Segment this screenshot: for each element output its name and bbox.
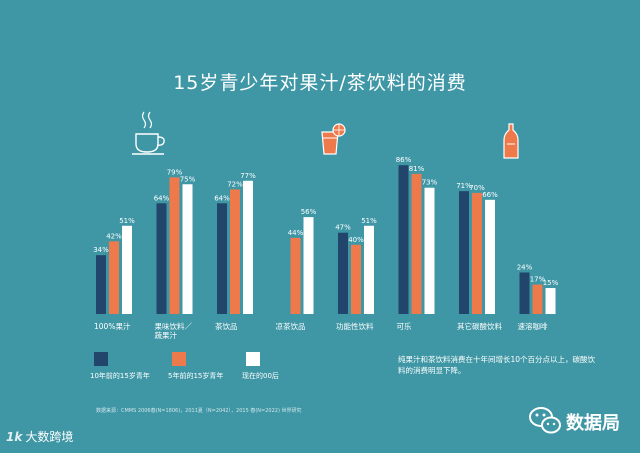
bar-4-2 xyxy=(364,225,374,314)
watermark-right: 数据局 xyxy=(528,403,640,453)
bar-0-1 xyxy=(109,241,119,314)
legend-swatch-0 xyxy=(94,352,108,366)
value-label-1-0: 64% xyxy=(154,194,170,202)
bar-6-2 xyxy=(485,199,495,314)
category-label-1: 果味饮料／蔬果汁 xyxy=(155,321,193,340)
category-label-3: 凉茶饮品 xyxy=(276,321,306,331)
legend-label-1: 5年前的15岁青年 xyxy=(168,371,223,380)
value-label-6-1: 70% xyxy=(469,184,485,192)
category-label-5: 可乐 xyxy=(397,321,412,331)
bar-6-1 xyxy=(472,192,482,314)
category-label-6: 其它碳酸饮料 xyxy=(457,321,502,331)
value-label-4-2: 51% xyxy=(361,217,377,225)
value-label-5-1: 81% xyxy=(409,165,425,173)
bar-7-1 xyxy=(532,284,543,314)
coffee-cup-icon xyxy=(132,111,165,155)
watermark-left: 1k 大数跨境 xyxy=(6,428,73,445)
annotation-note: 纯果汁和茶饮料消费在十年间增长10个百分点以上，碳酸饮料的消费明显下降。 xyxy=(398,355,596,375)
value-label-2-2: 77% xyxy=(240,172,256,180)
bar-5-2 xyxy=(424,187,435,314)
legend-label-2: 现在的00后 xyxy=(242,371,279,380)
bar-1-2 xyxy=(182,184,193,314)
legend: 10年前的15岁青年 5年前的15岁青年 现在的00后 xyxy=(90,352,279,380)
bar-2-1 xyxy=(230,189,240,314)
value-label-6-2: 66% xyxy=(482,191,498,199)
value-label-6-0: 71% xyxy=(456,182,472,190)
bar-4-0 xyxy=(338,232,348,314)
value-label-5-0: 86% xyxy=(396,156,412,164)
bar-1-0 xyxy=(156,203,167,314)
value-label-1-2: 75% xyxy=(180,175,196,183)
bar-0-0 xyxy=(96,255,106,314)
bar-0-2 xyxy=(122,225,132,314)
bars-layer xyxy=(96,165,556,314)
legend-label-0: 10年前的15岁青年 xyxy=(90,371,150,380)
legend-swatch-1 xyxy=(172,352,186,366)
value-label-1-1: 79% xyxy=(167,168,183,176)
category-label-4: 功能性饮料 xyxy=(336,321,374,331)
wechat-icon xyxy=(529,407,561,434)
category-label-7: 速溶咖啡 xyxy=(518,321,548,331)
value-label-4-0: 47% xyxy=(335,224,351,232)
bar-5-0 xyxy=(398,165,409,314)
bar-3-2 xyxy=(303,217,314,314)
category-label-2: 茶饮品 xyxy=(215,321,238,331)
watermark-left-text: 大数跨境 xyxy=(25,430,74,444)
juice-glass-icon xyxy=(321,123,346,155)
bar-5-1 xyxy=(411,173,422,314)
soda-bottle-icon xyxy=(503,123,519,159)
value-labels-layer: 34% 42% 51% 64% 79%75% 64% 72%77% 44% 56% 47% 40% 5… xyxy=(93,156,558,287)
bar-7-0 xyxy=(519,272,530,314)
bar-3-1 xyxy=(290,237,301,314)
value-label-3-1: 44% xyxy=(288,229,304,237)
value-label-4-1: 40% xyxy=(348,236,364,244)
value-label-0-0: 34% xyxy=(93,246,109,254)
watermark-right-text: 数据局 xyxy=(566,413,620,434)
bar-7-2 xyxy=(545,288,556,314)
bar-2-2 xyxy=(243,180,253,314)
value-label-5-2: 73% xyxy=(422,179,438,187)
value-label-2-0: 64% xyxy=(214,194,230,202)
chart-title: 15岁青少年对果汁/茶饮料的消费 xyxy=(173,72,467,94)
value-label-7-1: 17% xyxy=(530,276,546,284)
bar-1-1 xyxy=(169,177,180,314)
value-label-2-1: 72% xyxy=(227,180,243,188)
bar-2-0 xyxy=(217,203,227,314)
value-label-0-2: 51% xyxy=(119,217,135,225)
category-labels-layer: 100%果汁 果味饮料／蔬果汁 茶饮品 凉茶饮品 功能性饮料 可乐 其它碳酸饮料 速溶咖啡 xyxy=(94,321,548,340)
watermark-left-mark: 1k xyxy=(6,430,23,444)
value-label-7-0: 24% xyxy=(517,263,533,271)
source-note: 数据来源：CMMS 2006春(N=1806)，2011夏（N=2042），20… xyxy=(96,408,302,414)
category-label-0: 100%果汁 xyxy=(94,321,131,331)
legend-swatch-2 xyxy=(246,352,260,366)
value-label-0-1: 42% xyxy=(106,232,122,240)
value-label-7-2: 15% xyxy=(543,279,559,287)
bar-4-1 xyxy=(351,244,361,314)
value-label-3-2: 56% xyxy=(301,208,317,216)
bar-6-0 xyxy=(459,191,469,314)
